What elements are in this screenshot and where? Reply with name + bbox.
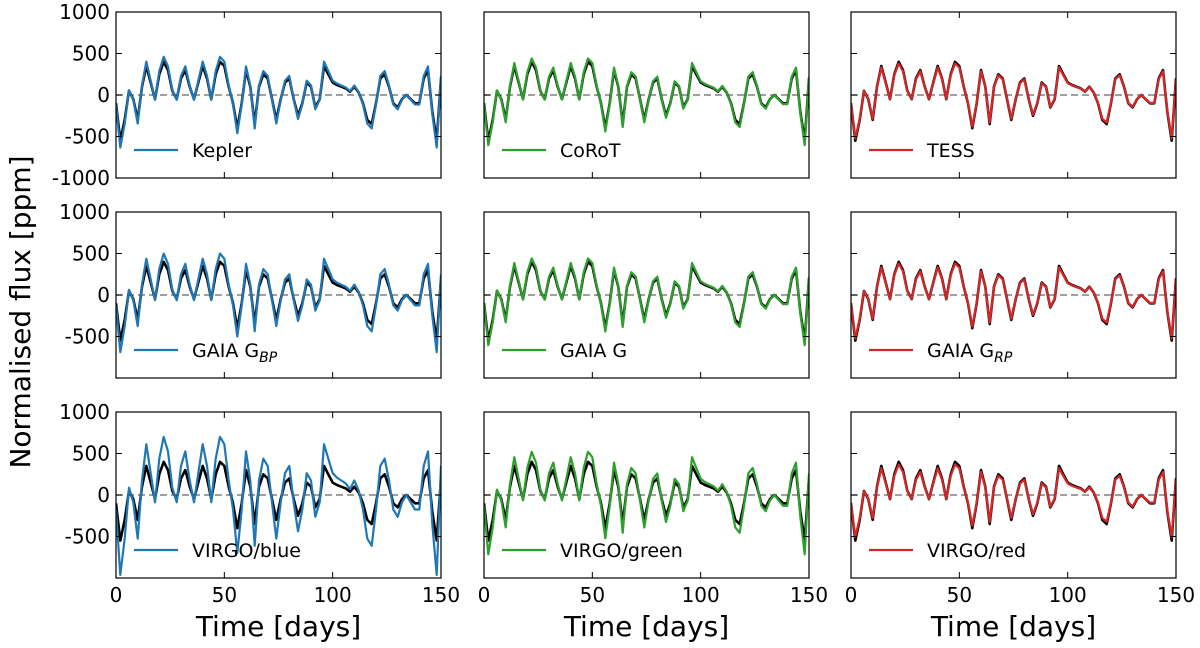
panel-3: TESS bbox=[850, 11, 1177, 179]
y-tick-label: -500 bbox=[65, 525, 110, 549]
panel-5: GAIA G bbox=[483, 211, 810, 379]
series-line bbox=[851, 62, 1176, 140]
y-tick-label: -500 bbox=[65, 325, 110, 349]
legend-label: Kepler bbox=[192, 140, 252, 162]
series-line bbox=[851, 463, 1176, 539]
panel-9: 0 50 100 150 Time [days] VIRGO/red bbox=[845, 411, 1195, 643]
legend-label: VIRGO/blue bbox=[192, 540, 301, 562]
y-tick-label: 0 bbox=[97, 283, 110, 307]
y-tick-label: -500 bbox=[65, 125, 110, 149]
reference-series-line bbox=[116, 460, 441, 542]
panel-4: -500 0 500 1000 GAIA GBP bbox=[59, 200, 442, 379]
panel-6: GAIA GRP bbox=[850, 211, 1177, 379]
series-line bbox=[116, 252, 441, 354]
x-tick-label: 0 bbox=[478, 583, 491, 607]
series-line bbox=[116, 55, 441, 149]
panel-2: CoRoT bbox=[483, 11, 810, 179]
x-tick-label: 150 bbox=[422, 583, 460, 607]
x-axis-label: Time [days] bbox=[930, 610, 1096, 643]
panel-7: -500 0 500 1000 0 50 100 150 Time [days] VIRGO/bl… bbox=[59, 400, 460, 643]
series-line bbox=[116, 435, 441, 577]
y-tick-label: 1000 bbox=[59, 200, 110, 224]
x-tick-label: 100 bbox=[1049, 583, 1087, 607]
legend-label: VIRGO/red bbox=[927, 540, 1026, 562]
x-tick-label: 100 bbox=[682, 583, 720, 607]
y-tick-label: 0 bbox=[97, 483, 110, 507]
y-axis-label: Normalised flux [ppm] bbox=[4, 155, 37, 468]
legend-label: TESS bbox=[926, 140, 975, 162]
x-tick-label: 50 bbox=[212, 583, 237, 607]
x-tick-label: 0 bbox=[845, 583, 858, 607]
x-tick-label: 100 bbox=[314, 583, 352, 607]
y-tick-label: 1000 bbox=[59, 0, 110, 24]
legend-label: GAIA GBP bbox=[192, 340, 278, 366]
legend-label: CoRoT bbox=[560, 140, 621, 162]
series-line bbox=[484, 257, 809, 347]
x-tick-label: 50 bbox=[580, 583, 605, 607]
x-tick-label: 0 bbox=[110, 583, 123, 607]
y-tick-label: 500 bbox=[72, 42, 110, 66]
y-tick-label: 1000 bbox=[59, 400, 110, 424]
legend-label: VIRGO/green bbox=[560, 540, 683, 562]
series-line bbox=[851, 262, 1176, 340]
x-axis-label: Time [days] bbox=[195, 610, 361, 643]
series-line bbox=[484, 450, 809, 556]
y-tick-label: 0 bbox=[97, 83, 110, 107]
y-tick-label: 500 bbox=[72, 442, 110, 466]
y-tick-label: 500 bbox=[72, 242, 110, 266]
panel-1: -1000 -500 0 500 1000 Kepler bbox=[52, 0, 442, 190]
x-tick-label: 150 bbox=[790, 583, 828, 607]
x-tick-label: 50 bbox=[947, 583, 972, 607]
panel-8: 0 50 100 150 Time [days] VIRGO/green bbox=[478, 411, 828, 643]
x-axis-label: Time [days] bbox=[563, 610, 729, 643]
legend-label: GAIA GRP bbox=[927, 340, 1013, 366]
series-line bbox=[484, 57, 809, 147]
y-tick-label: -1000 bbox=[52, 166, 110, 190]
x-tick-label: 150 bbox=[1157, 583, 1195, 607]
legend-label: GAIA G bbox=[560, 340, 627, 362]
